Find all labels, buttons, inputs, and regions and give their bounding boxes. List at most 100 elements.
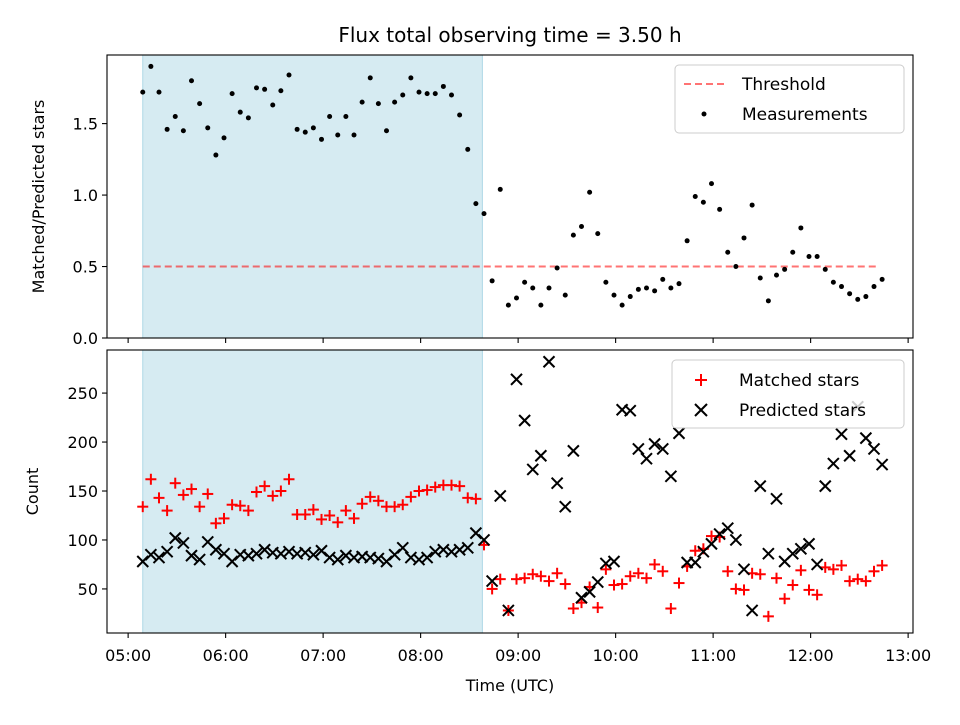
measurement-point — [221, 135, 227, 141]
predicted-legend-swatch — [694, 403, 708, 417]
top-shaded-span — [142, 54, 483, 339]
predicted-star-point — [713, 527, 726, 541]
matched-star-point — [836, 559, 847, 571]
predicted-star-point — [559, 500, 572, 513]
measurement-point — [570, 232, 576, 238]
x-tick-label: 10:00 — [593, 646, 639, 665]
measurement-point — [351, 132, 357, 138]
y-tick-label: 1.5 — [73, 115, 98, 134]
x-tick-label: 06:00 — [203, 646, 249, 665]
matched-star-point — [494, 573, 506, 585]
y-tick-label: 0.0 — [73, 329, 98, 348]
predicted-star-point — [664, 470, 678, 483]
measurements-legend-label: Measurements — [742, 105, 868, 125]
measurement-point — [733, 264, 739, 270]
bottom-shaded-span — [142, 349, 483, 634]
matched-star-point — [307, 504, 319, 516]
measurement-point — [725, 249, 731, 255]
measurement-point — [587, 189, 593, 195]
measurement-point — [644, 285, 649, 291]
measurement-point — [375, 101, 381, 107]
matched-star-point — [787, 579, 799, 591]
measurement-point — [879, 276, 885, 282]
top-y-axis-label: Matched/Predicted stars — [29, 100, 48, 294]
matched-star-point — [649, 558, 661, 570]
matched-star-point — [372, 495, 384, 507]
matched-star-point — [519, 572, 531, 584]
measurement-point — [481, 211, 487, 217]
measurement-point — [871, 284, 877, 290]
predicted-star-point — [591, 575, 604, 589]
measurement-point — [457, 112, 463, 118]
x-tick-label: 12:00 — [788, 646, 834, 665]
matched-legend-label: Matched stars — [739, 371, 859, 391]
measurement-point — [676, 281, 682, 287]
predicted-star-point — [583, 585, 596, 599]
predicted-star-point — [754, 479, 767, 493]
predicted-star-point — [534, 449, 548, 462]
matched-star-point — [852, 573, 864, 585]
predicted-star-point — [169, 531, 182, 545]
measurement-point — [384, 128, 389, 134]
x-tick-label: 07:00 — [300, 646, 346, 665]
measurement-point — [757, 275, 763, 281]
top-legend: Threshold Measurements — [674, 64, 905, 134]
matched-star-point — [177, 489, 189, 501]
y-tick-label: 100 — [67, 531, 98, 550]
matched-star-point — [624, 570, 636, 582]
matched-star-point — [771, 572, 782, 584]
x-tick-label: 09:00 — [495, 646, 541, 665]
matched-star-point — [559, 578, 571, 590]
x-tick-label: 08:00 — [398, 646, 444, 665]
measurement-point — [392, 99, 398, 105]
matched-star-point — [137, 501, 149, 513]
predicted-star-point — [177, 536, 190, 550]
measurement-point — [432, 91, 438, 97]
predicted-star-point — [160, 545, 174, 558]
measurement-point — [538, 302, 544, 308]
matched-star-point — [543, 575, 555, 587]
matched-star-point — [779, 593, 791, 605]
matched-star-point — [299, 509, 311, 521]
x-tick-label: 11:00 — [690, 646, 736, 665]
predicted-star-point — [648, 437, 661, 451]
measurement-point — [790, 249, 796, 255]
top-x-ticks — [127, 338, 909, 343]
matched-star-point — [551, 567, 563, 579]
matched-star-point — [210, 517, 222, 529]
measurement-point — [156, 89, 162, 95]
matched-star-point — [470, 493, 482, 505]
matched-star-point — [535, 570, 547, 582]
predicted-star-point — [770, 492, 783, 506]
matched-star-point — [275, 485, 287, 497]
measurement-point — [530, 285, 536, 291]
matched-star-point — [218, 512, 230, 524]
measurement-point — [262, 86, 268, 92]
measurement-point — [489, 278, 495, 284]
measurement-point — [335, 132, 341, 138]
matched-star-point — [844, 575, 856, 587]
measurement-point — [855, 296, 861, 302]
matched-star-point — [827, 563, 839, 575]
matched-star-point — [592, 602, 604, 614]
measurement-point — [627, 294, 633, 300]
predicted-star-point — [542, 355, 556, 368]
predicted-star-point — [875, 458, 889, 471]
matched-star-point — [283, 473, 295, 485]
matched-star-point — [389, 501, 401, 513]
measurement-point — [148, 63, 154, 69]
matched-star-point — [819, 561, 831, 573]
measurement-point — [449, 92, 454, 98]
measurement-point — [546, 285, 552, 291]
measurement-point — [514, 295, 519, 301]
matched-star-point — [616, 578, 628, 590]
matched-star-point — [632, 567, 644, 579]
predicted-star-point — [762, 547, 775, 560]
matched-star-point — [876, 559, 888, 571]
measurement-point — [603, 279, 609, 285]
measurement-point — [814, 254, 820, 260]
matched-star-point — [316, 513, 327, 525]
predicted-star-point — [485, 574, 499, 588]
predicted-star-point — [420, 551, 434, 564]
x-tick-label: 13:00 — [885, 646, 931, 665]
